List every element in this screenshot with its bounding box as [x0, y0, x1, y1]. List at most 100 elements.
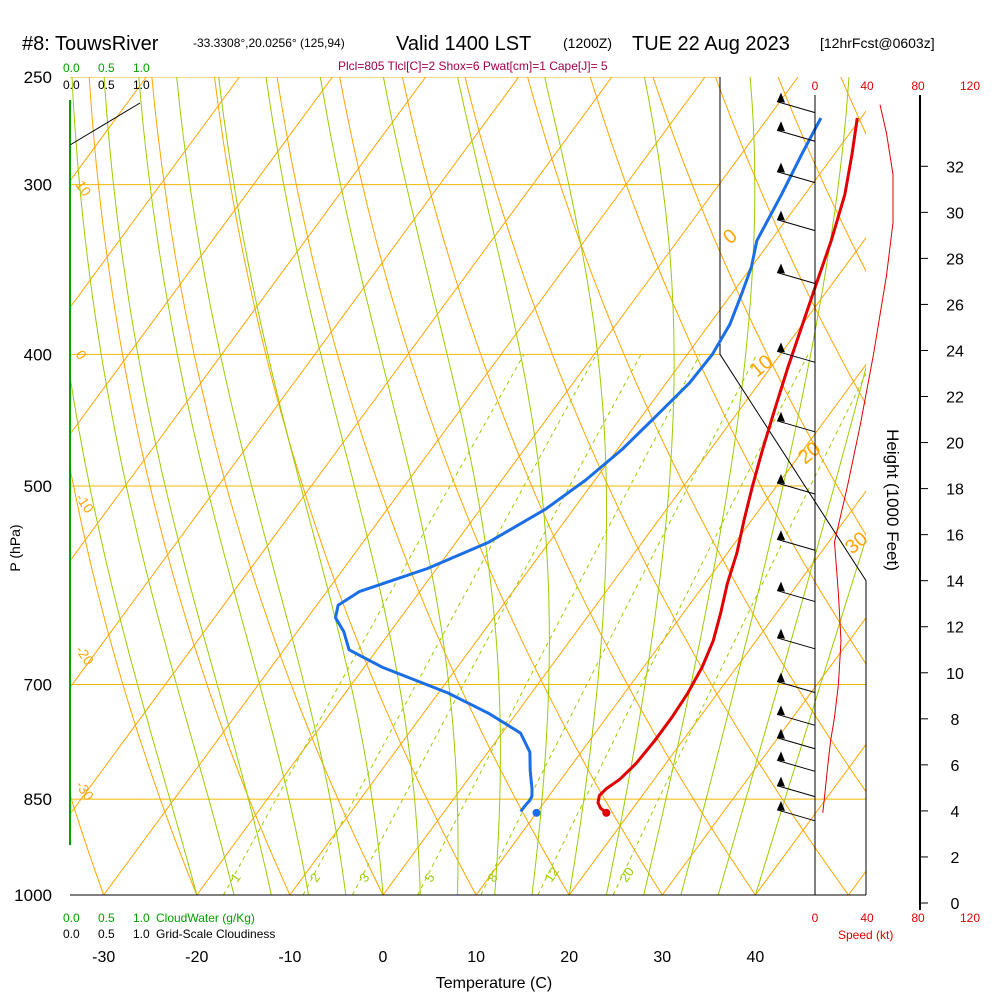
dry-adiabat [70, 792, 105, 895]
isotherm-line [754, 743, 866, 895]
cloudiness-trace [69, 102, 141, 146]
station-title: #8: TouwsRiver [22, 33, 159, 55]
height-tick-label: 0 [951, 896, 960, 913]
station-coords: -33.3308°,20.0256° (125,94) [193, 36, 345, 50]
wind-barb-flag [777, 210, 785, 221]
isotherm-label: 0 [73, 347, 91, 363]
pressure-tick-label: 250 [24, 68, 52, 87]
wind-barb-flag [777, 162, 785, 173]
wind-barb-flag [777, 474, 785, 484]
wind-barb-flag [777, 800, 785, 811]
isotherm-line [382, 237, 866, 895]
isotherm-line [103, 77, 706, 895]
dry-adiabat [70, 465, 198, 895]
speed-top-tick: 80 [911, 79, 925, 93]
cloudwater-label: CloudWater (g/Kg) [156, 911, 255, 925]
moist-adiabat [176, 77, 347, 895]
wind-barb-flag [777, 705, 785, 716]
mixing-ratio-line [480, 354, 758, 895]
cloudiness-bottom-tick: 1.0 [133, 927, 150, 941]
wind-barb [776, 713, 816, 726]
wind-barb [776, 129, 816, 142]
mixing-ratio-line [223, 354, 525, 895]
temperature-tick-label: 40 [747, 949, 765, 966]
temperature-tick-label: 10 [467, 949, 485, 966]
isotherm-line [661, 617, 866, 895]
wind-barbs [776, 92, 894, 822]
pressure-tick-label: 500 [24, 477, 52, 496]
isotherm-line [289, 110, 866, 895]
plot-right-edge [719, 77, 867, 895]
speed-bottom-tick: 120 [960, 911, 980, 925]
height-tick-label: 14 [946, 574, 964, 591]
cloudiness-top-tick: 1.0 [133, 78, 150, 92]
wind-barb [776, 590, 816, 603]
moist-adiabat [544, 77, 608, 895]
temperature-tick-label: -30 [92, 949, 115, 966]
height-tick-label: 24 [946, 343, 964, 360]
cloudwater-top-tick: 1.0 [133, 61, 150, 75]
wind-barb [776, 101, 816, 114]
isotherm-line [70, 77, 333, 436]
cloudwater-bottom-tick: 1.0 [133, 911, 150, 925]
dry-adiabat [589, 77, 866, 665]
moist-adiabat [265, 77, 421, 895]
height-axis-label: Height (1000 Feet) [883, 429, 902, 571]
isotherm-line [70, 77, 520, 689]
isotherm-label: -10 [73, 490, 98, 516]
wind-barb [776, 785, 816, 798]
wind-speed-profile [822, 104, 894, 813]
pressure-tick-label: 300 [24, 176, 52, 195]
moist-adiabat [605, 77, 675, 895]
height-tick-label: 30 [946, 205, 964, 222]
moist-adiabat [643, 77, 756, 895]
moist-adiabat [717, 365, 866, 895]
wind-barb-flag [777, 92, 785, 103]
profile-series [334, 117, 859, 817]
isotherm-line [70, 77, 613, 816]
plot-frame [69, 77, 867, 896]
wind-barb [776, 759, 816, 772]
wind-barb-flag [777, 751, 785, 762]
height-tick-label: 22 [946, 390, 964, 407]
height-tick-label: 28 [946, 251, 964, 268]
valid-date: TUE 22 Aug 2023 [632, 33, 790, 55]
temperature-profile [596, 117, 859, 814]
adiabat-label: 30 [841, 528, 872, 559]
temperature-tick-label: 0 [379, 949, 388, 966]
speed-axis-label: Speed (kt) [838, 928, 893, 942]
pressure-tick-label: 400 [24, 345, 52, 364]
dry-adiabat [0, 77, 11, 895]
temperature-tick-label: -10 [278, 949, 301, 966]
cloudiness-top-tick: 0.0 [63, 78, 80, 92]
wind-barb [776, 538, 816, 551]
mixing-ratio-label: 12 [541, 864, 562, 884]
wind-barb-flag [777, 728, 785, 739]
cloudwater-bottom-tick: 0.5 [98, 911, 115, 925]
y-axis-label: P (hPa) [7, 524, 23, 571]
height-tick-label: 8 [951, 712, 960, 729]
speed-bottom-tick: 40 [860, 911, 874, 925]
height-tick-label: 12 [946, 620, 964, 637]
wind-barb-flag [777, 530, 785, 541]
adiabat-label: 10 [746, 351, 777, 382]
moist-adiabat [70, 373, 198, 895]
wind-barb-flag [777, 263, 785, 274]
height-tick-label: 4 [951, 804, 960, 821]
dry-adiabat [715, 77, 866, 406]
cloudiness-bottom-tick: 0.0 [63, 927, 80, 941]
dry-adiabat [88, 77, 291, 895]
mixing-ratio-label: 20 [617, 864, 638, 884]
cloudiness-label: Grid-Scale Cloudiness [156, 927, 275, 941]
mixing-ratio-line [302, 354, 597, 895]
moist-adiabat [138, 77, 309, 895]
dry-adiabat [276, 77, 570, 895]
wind-barb [776, 482, 816, 495]
cloudiness-top-tick: 0.5 [98, 78, 115, 92]
adiabat-label: 20 [794, 438, 825, 469]
wind-barb [776, 681, 816, 694]
wind-barb [776, 809, 816, 822]
